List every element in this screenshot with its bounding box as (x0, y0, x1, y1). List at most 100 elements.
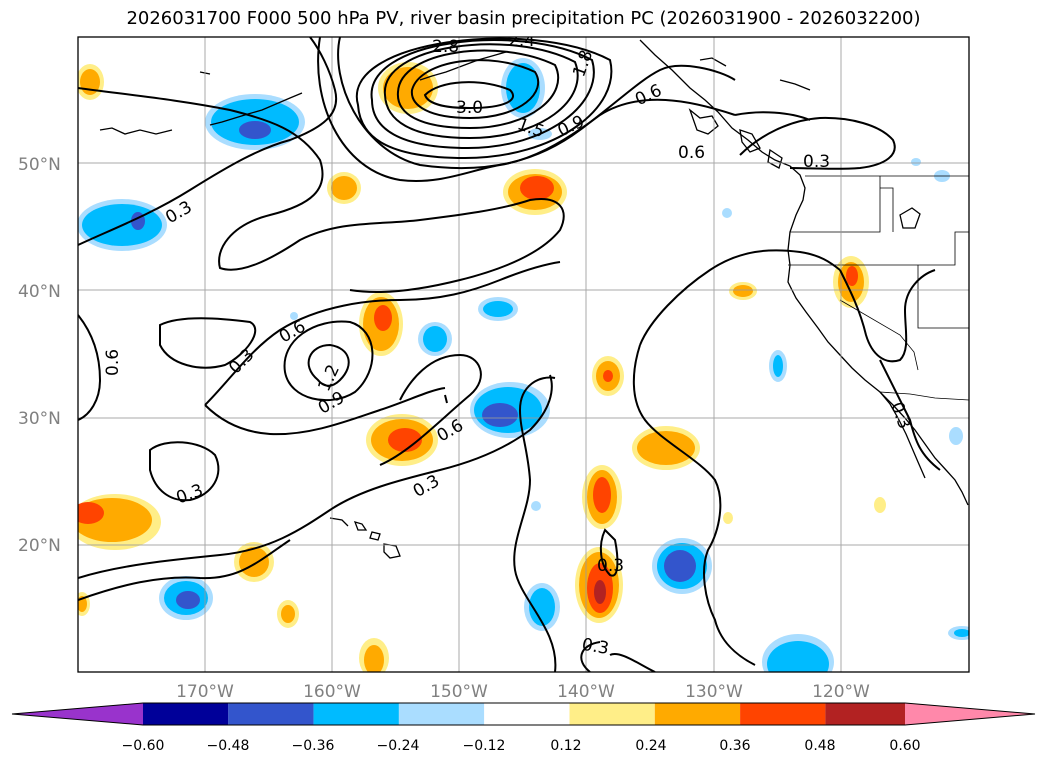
latitude-labels: 50°N 40°N 30°N 20°N (18, 155, 61, 556)
colorbar-segment (569, 703, 655, 725)
contour-label: 0.3 (803, 152, 830, 172)
colorbar-tick-label: −0.36 (292, 738, 335, 754)
state-border (880, 187, 894, 232)
negative-anomaly-blob (470, 382, 550, 438)
lon-label: 130°W (685, 682, 743, 702)
pv-contour (149, 441, 220, 502)
aleutian-coastline (209, 92, 303, 126)
colorbar-segment (654, 703, 741, 725)
contour-label: 0.3 (162, 197, 195, 228)
positive-anomaly-blob (833, 256, 869, 308)
hawaii-coastline (369, 531, 381, 541)
pv-contour (379, 353, 482, 466)
aleutian-coastline (99, 127, 173, 135)
island-coastline (767, 148, 783, 169)
colorbar-tick-label: −0.60 (122, 738, 165, 754)
us-mexico-border (879, 391, 969, 401)
pv-contour (632, 344, 756, 666)
positive-anomaly-blob (874, 497, 886, 513)
pv-contour (78, 374, 553, 579)
island-coastline (899, 207, 921, 229)
negative-anomaly-blob (769, 350, 787, 382)
positive-anomaly-blob (729, 282, 757, 300)
positive-anomaly-blob (78, 494, 161, 550)
pv-contours (78, 37, 941, 672)
contour-label: 0.9 (315, 388, 348, 419)
contour-label: 0.6 (434, 416, 467, 447)
contour-label: 1.2 (314, 362, 344, 395)
colorbar-tick-label: 0.24 (635, 738, 666, 754)
positive-anomaly-blob (359, 638, 389, 672)
pv-contour (283, 320, 374, 402)
negative-anomaly-blob (418, 322, 452, 356)
colorbar-extend-low (12, 703, 143, 725)
lat-label: 50°N (18, 155, 61, 175)
negative-anomaly-blob (911, 158, 921, 166)
colorbar-tick-label: 0.60 (889, 738, 920, 754)
colorbar: −0.60 −0.48 −0.36 −0.24 −0.12 0.12 0.24 … (11, 702, 1036, 754)
contour-label: 0.3 (886, 400, 914, 432)
lat-label: 20°N (18, 536, 61, 556)
positive-anomaly-blob (723, 512, 733, 524)
positive-anomaly-blob (592, 356, 624, 396)
positive-anomaly-blob (327, 172, 361, 204)
map-title: 2026031700 F000 500 hPa PV, river basin … (126, 8, 921, 29)
pv-contour (410, 59, 540, 120)
country-borders (788, 175, 969, 401)
contour-label: 0.6 (678, 143, 705, 163)
colorbar-segment (484, 703, 570, 725)
negative-anomaly-blob (531, 501, 541, 511)
negative-anomaly-blob (159, 576, 213, 620)
pv-contour (599, 528, 619, 577)
longitude-labels: 170°W 160°W 150°W 140°W 130°W 120°W (176, 682, 870, 702)
lon-label: 170°W (176, 682, 234, 702)
positive-anomaly-blob (366, 414, 438, 466)
contour-label: 0.3 (225, 345, 258, 378)
contour-label: 3.0 (456, 98, 483, 118)
state-border (917, 265, 969, 329)
negative-anomaly-blob (722, 208, 732, 218)
hawaii-coastline (353, 521, 368, 531)
pv-contour (739, 116, 896, 170)
lon-label: 150°W (430, 682, 488, 702)
island-coastline (688, 108, 719, 135)
negative-anomaly-blob (524, 583, 560, 631)
colorbar-segment (398, 703, 485, 725)
colorbar-tick-label: −0.24 (377, 738, 420, 754)
lat-label: 40°N (18, 282, 61, 302)
colorbar-tick-label: −0.12 (463, 738, 506, 754)
pv-contour (159, 317, 257, 369)
pv-contour (78, 37, 338, 246)
positive-anomaly-blob (582, 465, 622, 529)
hawaii-coastline (329, 517, 349, 527)
contour-label: 0.6 (103, 349, 123, 376)
coastlines (99, 39, 969, 559)
negative-anomaly-blob (949, 427, 963, 445)
positive-anomaly-blob (632, 426, 700, 470)
pv-contour (370, 39, 595, 150)
colorbar-tick-label: 0.12 (550, 738, 581, 754)
positive-anomaly-blob (78, 592, 90, 616)
colorbar-tick-label: 0.36 (719, 738, 750, 754)
colorbar-segment (228, 703, 314, 725)
positive-anomaly-blob (78, 64, 104, 100)
state-border (788, 231, 969, 266)
pv-contour (580, 641, 601, 672)
positive-anomaly-blob (277, 600, 299, 628)
colorbar-extend-high (905, 703, 1035, 725)
pv-contour (423, 81, 514, 110)
contour-label: 0.6 (276, 317, 309, 348)
negative-anomaly-blob (501, 58, 545, 118)
colorbar-segment (740, 703, 826, 725)
lon-label: 140°W (557, 682, 615, 702)
island-coastline (739, 129, 761, 153)
lat-label: 30°N (18, 409, 61, 429)
pv-contour (78, 87, 565, 293)
island-coastline (779, 79, 811, 91)
pv-contour (396, 49, 560, 130)
north-america-coastline (639, 39, 969, 506)
pv-contour (78, 314, 102, 421)
pv-contour (839, 269, 936, 363)
hawaii-coastline (383, 543, 401, 559)
